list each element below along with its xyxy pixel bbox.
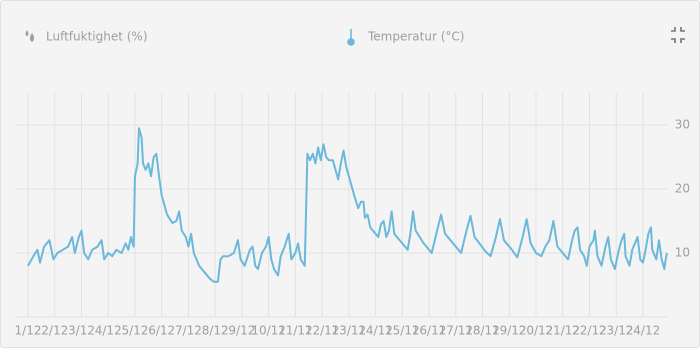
x-tick-label: 8/12 xyxy=(202,324,229,338)
x-tick-label: 11/12 xyxy=(278,324,313,338)
temperature-icon xyxy=(347,29,355,46)
x-tick-label: 20/12 xyxy=(519,324,554,338)
collapse-icon[interactable] xyxy=(671,27,685,43)
x-tick-label: 10/12 xyxy=(251,324,286,338)
x-tick-label: 12/12 xyxy=(305,324,340,338)
x-tick-label: 2/12 xyxy=(41,324,68,338)
x-tick-label: 6/12 xyxy=(148,324,175,338)
x-tick-label: 3/12 xyxy=(68,324,95,338)
y-tick-label: 20 xyxy=(675,182,690,196)
x-tick-label: 17/12 xyxy=(438,324,473,338)
x-tick-label: 22/12 xyxy=(572,324,607,338)
x-tick-label: 1/12 xyxy=(15,324,42,338)
x-tick-label: 21/12 xyxy=(545,324,580,338)
y-tick-label: 30 xyxy=(675,118,690,132)
x-tick-label: 15/12 xyxy=(385,324,420,338)
x-tick-label: 13/12 xyxy=(332,324,367,338)
x-tick-label: 23/12 xyxy=(599,324,634,338)
x-tick-label: 9/12 xyxy=(228,324,255,338)
x-tick-label: 24/12 xyxy=(626,324,661,338)
x-tick-label: 16/12 xyxy=(412,324,447,338)
x-tick-label: 5/12 xyxy=(121,324,148,338)
x-tick-label: 19/12 xyxy=(492,324,527,338)
x-tick-label: 18/12 xyxy=(465,324,500,338)
legend-entry[interactable]: Luftfuktighet (%) xyxy=(46,30,148,44)
legend-entry[interactable]: Temperatur (°C) xyxy=(367,30,464,44)
x-tick-label: 7/12 xyxy=(175,324,202,338)
x-tick-label: 4/12 xyxy=(95,324,122,338)
y-tick-label: 10 xyxy=(675,246,690,260)
data-line xyxy=(27,127,668,283)
humidity-icon xyxy=(25,30,34,42)
x-tick-label: 14/12 xyxy=(358,324,393,338)
